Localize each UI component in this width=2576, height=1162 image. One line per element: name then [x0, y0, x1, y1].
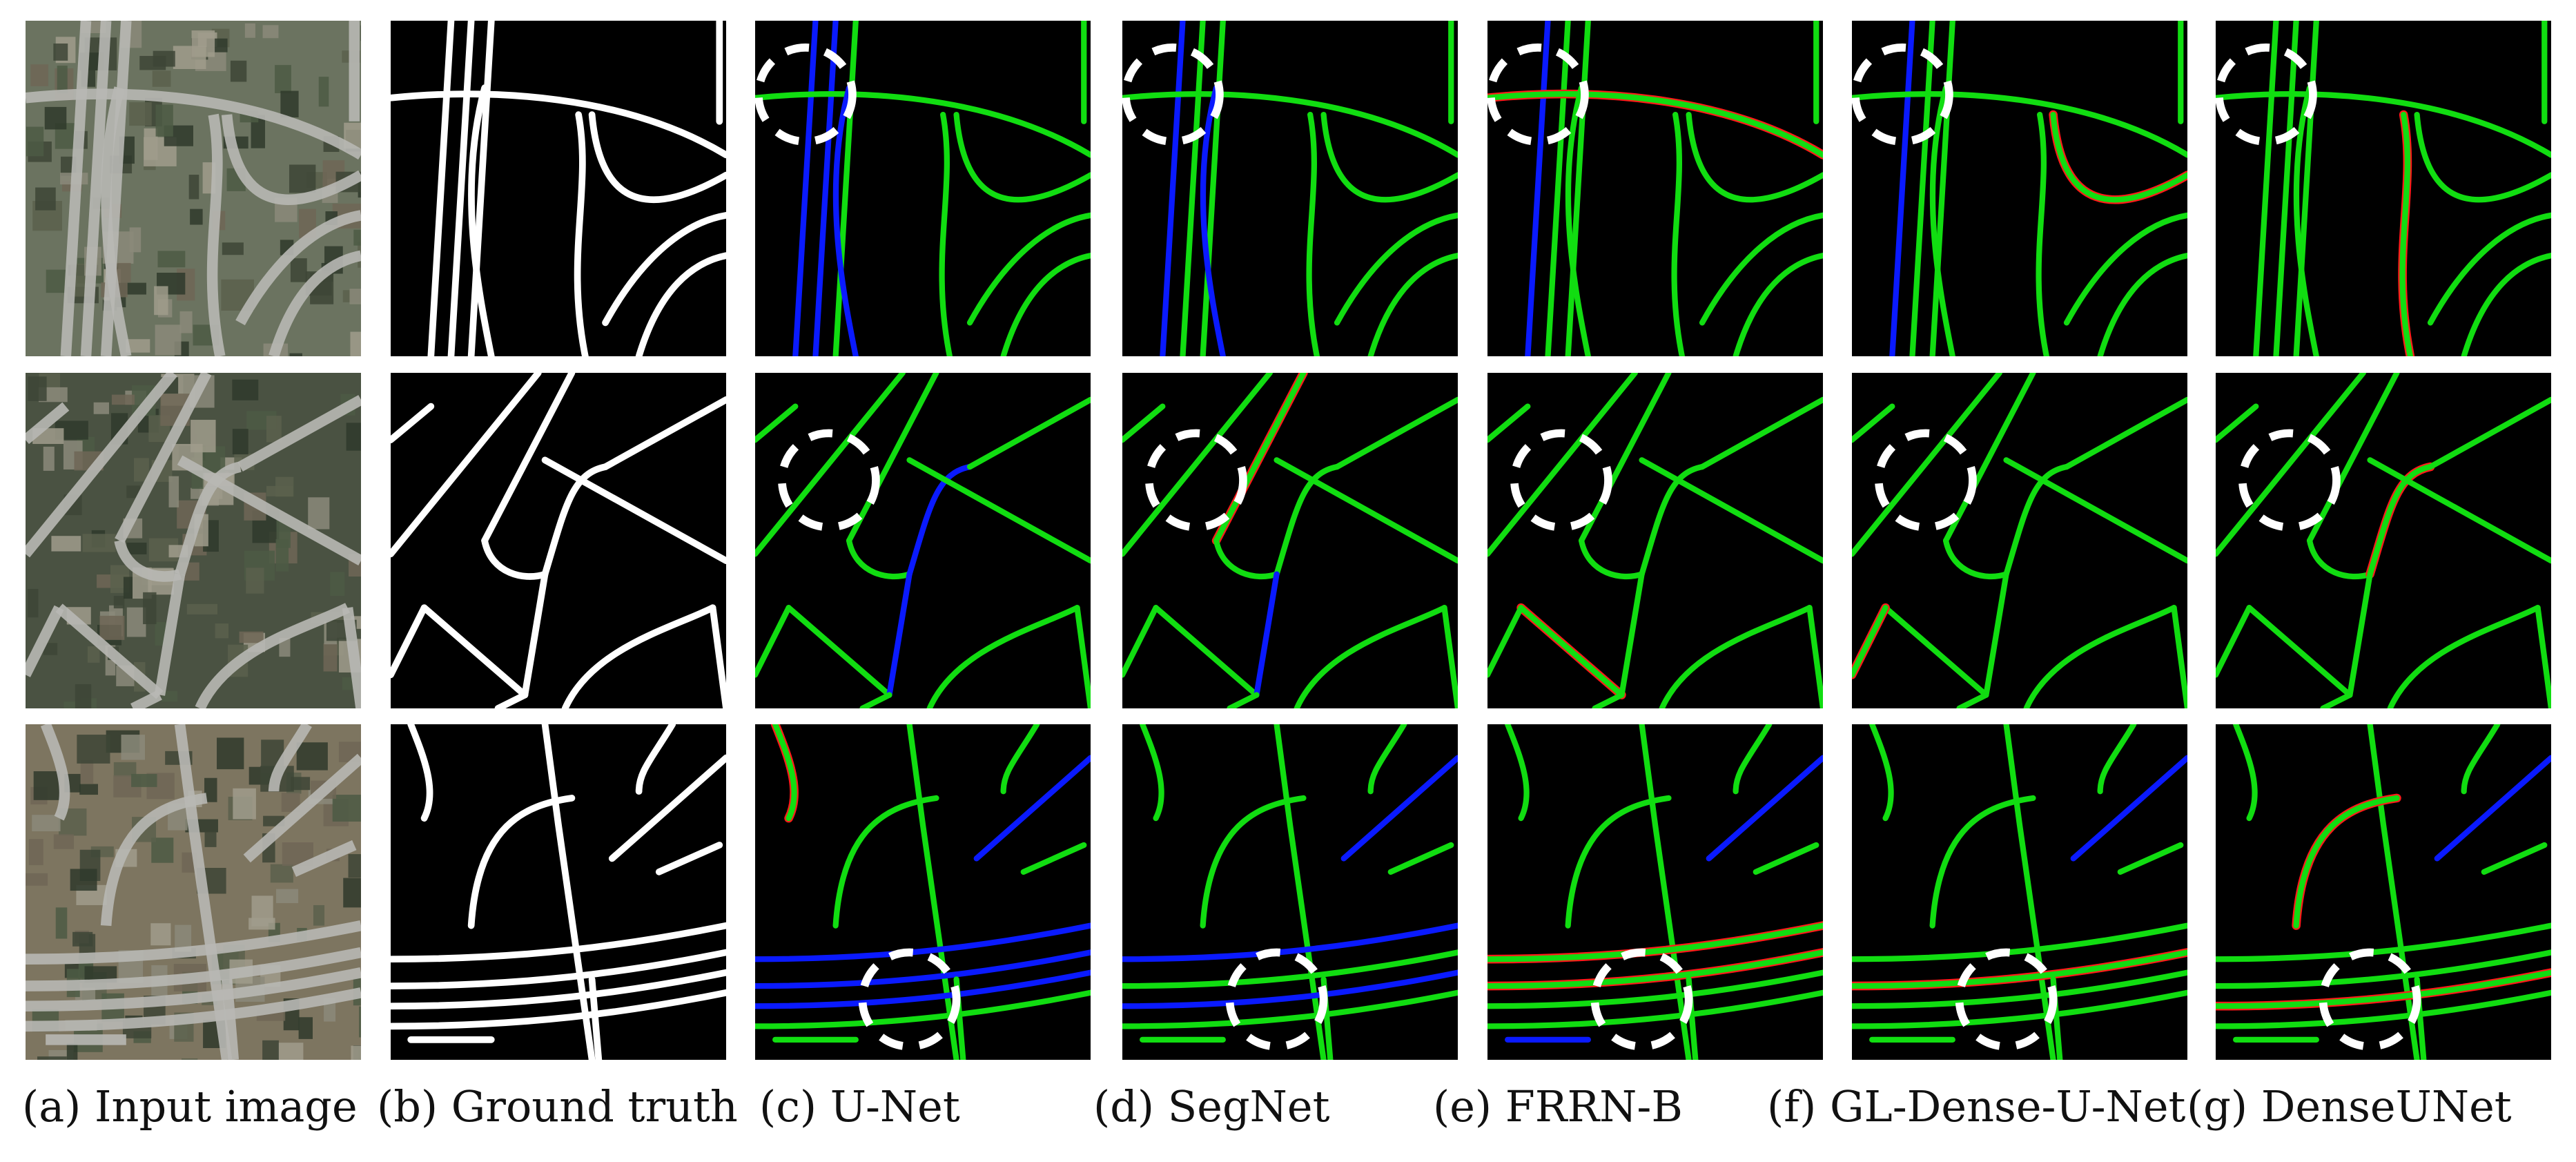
row1-segnet-panel: [1122, 21, 1458, 356]
row3-gl-dense-u-net-image: [1852, 724, 2187, 1060]
row3-ground-truth-image: [391, 724, 726, 1060]
row1-frrn-b-panel: [1487, 21, 1823, 356]
row1-denseunet-panel: [2216, 21, 2551, 356]
row1-ground-truth-image: [391, 21, 726, 356]
row3-input-image-image: [26, 724, 361, 1060]
caption-denseunet: (g) DenseUNet: [2187, 1081, 2512, 1132]
row1-gl-dense-u-net-image: [1852, 21, 2187, 356]
row3-frrn-b-image: [1487, 724, 1823, 1060]
row1-input-image-panel: [26, 21, 361, 356]
row1-gl-dense-u-net-panel: [1852, 21, 2187, 356]
row3-gl-dense-u-net-panel: [1852, 724, 2187, 1060]
row3-u-net-image: [755, 724, 1091, 1060]
caption-u-net: (c) U-Net: [759, 1081, 960, 1132]
row1-ground-truth-panel: [391, 21, 726, 356]
row2-ground-truth-image: [391, 373, 726, 708]
row1-segnet-image: [1122, 21, 1458, 356]
row2-segnet-image: [1122, 373, 1458, 708]
row2-segnet-panel: [1122, 373, 1458, 708]
row2-frrn-b-panel: [1487, 373, 1823, 708]
row2-frrn-b-image: [1487, 373, 1823, 708]
row2-input-image-image: [26, 373, 361, 708]
row2-gl-dense-u-net-image: [1852, 373, 2187, 708]
row3-ground-truth-panel: [391, 724, 726, 1060]
row1-frrn-b-image: [1487, 21, 1823, 356]
row2-gl-dense-u-net-panel: [1852, 373, 2187, 708]
row3-frrn-b-panel: [1487, 724, 1823, 1060]
row3-u-net-panel: [755, 724, 1091, 1060]
row2-u-net-panel: [755, 373, 1091, 708]
row3-denseunet-image: [2216, 724, 2551, 1060]
row1-input-image-image: [26, 21, 361, 356]
caption-gl-dense-u-net: (f) GL-Dense-U-Net: [1767, 1081, 2186, 1132]
row1-u-net-image: [755, 21, 1091, 356]
caption-ground-truth: (b) Ground truth: [377, 1081, 738, 1132]
row2-denseunet-panel: [2216, 373, 2551, 708]
caption-input-image: (a) Input image: [22, 1081, 358, 1132]
row3-denseunet-panel: [2216, 724, 2551, 1060]
caption-segnet: (d) SegNet: [1093, 1081, 1330, 1132]
row2-denseunet-image: [2216, 373, 2551, 708]
row2-u-net-image: [755, 373, 1091, 708]
row2-ground-truth-panel: [391, 373, 726, 708]
row1-denseunet-image: [2216, 21, 2551, 356]
row3-input-image-panel: [26, 724, 361, 1060]
row1-u-net-panel: [755, 21, 1091, 356]
row3-segnet-image: [1122, 724, 1458, 1060]
row2-input-image-panel: [26, 373, 361, 708]
row3-segnet-panel: [1122, 724, 1458, 1060]
caption-frrn-b: (e) FRRN-B: [1433, 1081, 1683, 1132]
